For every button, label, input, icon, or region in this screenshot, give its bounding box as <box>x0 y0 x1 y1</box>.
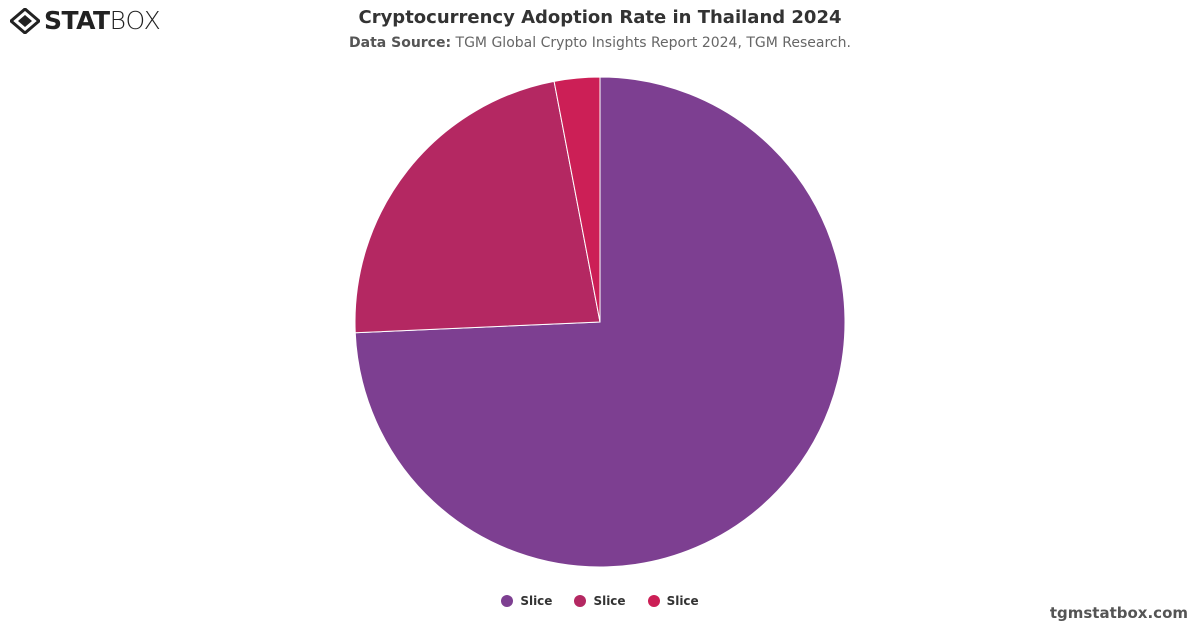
legend-item-2[interactable]: Slice <box>574 594 626 608</box>
legend-label: Slice <box>520 594 553 608</box>
legend: Slice Slice Slice <box>0 594 1200 608</box>
chart-subtitle: Data Source: TGM Global Crypto Insights … <box>0 35 1200 51</box>
legend-marker <box>647 595 660 607</box>
logo-text-light: BOX <box>109 6 161 35</box>
pie-slice-3[interactable] <box>553 76 601 323</box>
statbox-logo: STATBOX <box>10 6 161 35</box>
credit-text: tgmstatbox.com <box>1049 604 1188 622</box>
legend-marker <box>501 595 514 607</box>
legend-marker <box>574 595 587 607</box>
subtitle-source: TGM Global Crypto Insights Report 2024, … <box>455 35 851 51</box>
diamond-logo-icon <box>10 7 40 34</box>
legend-label: Slice <box>666 594 699 608</box>
legend-item-3[interactable]: Slice <box>647 594 699 608</box>
subtitle-label: Data Source: <box>349 35 452 51</box>
legend-item-1[interactable]: Slice <box>501 594 552 608</box>
legend-label: Slice <box>593 594 626 608</box>
pie-slice-2[interactable] <box>354 80 601 334</box>
chart-title: Cryptocurrency Adoption Rate in Thailand… <box>358 7 842 28</box>
logo-text-bold: STAT <box>44 6 110 35</box>
